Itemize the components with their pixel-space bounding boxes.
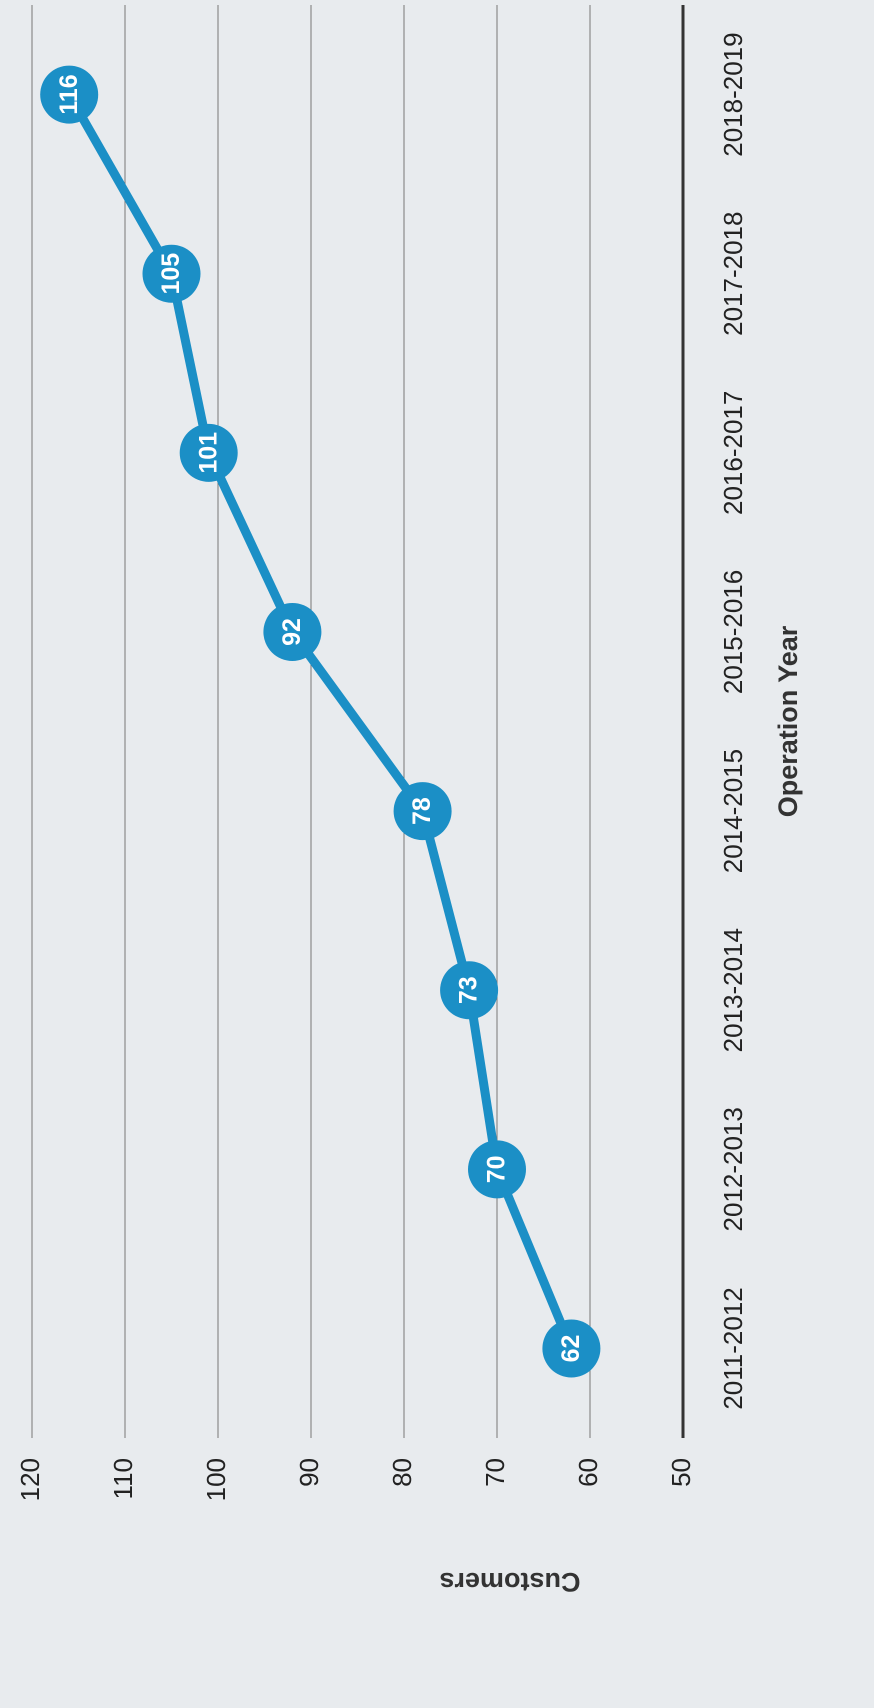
y-tick-label: 70	[480, 1458, 510, 1487]
data-label: 105	[157, 253, 185, 295]
y-tick-label: 50	[666, 1458, 696, 1487]
data-label: 70	[483, 1155, 511, 1183]
x-tick-label: 2015-2016	[718, 570, 748, 694]
x-tick-label: 2018-2019	[718, 32, 748, 156]
data-label: 92	[278, 618, 306, 646]
y-tick-label: 90	[294, 1458, 324, 1487]
data-point	[393, 782, 452, 841]
data-point	[40, 65, 99, 124]
y-axis-title: Customers	[439, 1567, 580, 1597]
y-tick-label: 60	[573, 1458, 603, 1487]
data-label: 62	[557, 1335, 585, 1363]
data-point	[440, 961, 499, 1020]
x-tick-label: 2014-2015	[718, 749, 748, 873]
y-tick-label: 110	[108, 1458, 138, 1499]
data-point	[542, 1319, 601, 1378]
x-tick-label: 2013-2014	[718, 928, 748, 1052]
data-point	[179, 423, 238, 482]
series-line	[65, 92, 576, 1351]
y-tick-label: 100	[201, 1458, 231, 1501]
data-point	[142, 244, 201, 303]
x-tick-label: 2017-2018	[718, 212, 748, 336]
x-tick-label: 2016-2017	[718, 391, 748, 515]
data-label: 116	[55, 74, 83, 114]
y-tick-label: 120	[15, 1458, 45, 1501]
data-label: 73	[455, 976, 483, 1004]
rotated-plot: Customers 50 60 70 80 90 100 110 120 2011-2012 20…	[15, 5, 803, 1597]
data-point	[468, 1140, 526, 1199]
x-tick-label: 2011-2012	[718, 1287, 748, 1409]
x-axis-title: Operation Year	[773, 625, 803, 817]
y-tick-label: 80	[387, 1458, 417, 1487]
data-point	[263, 602, 322, 661]
data-label: 101	[194, 432, 222, 474]
x-tick-label: 2012-2013	[718, 1107, 748, 1231]
data-label: 78	[408, 797, 436, 825]
